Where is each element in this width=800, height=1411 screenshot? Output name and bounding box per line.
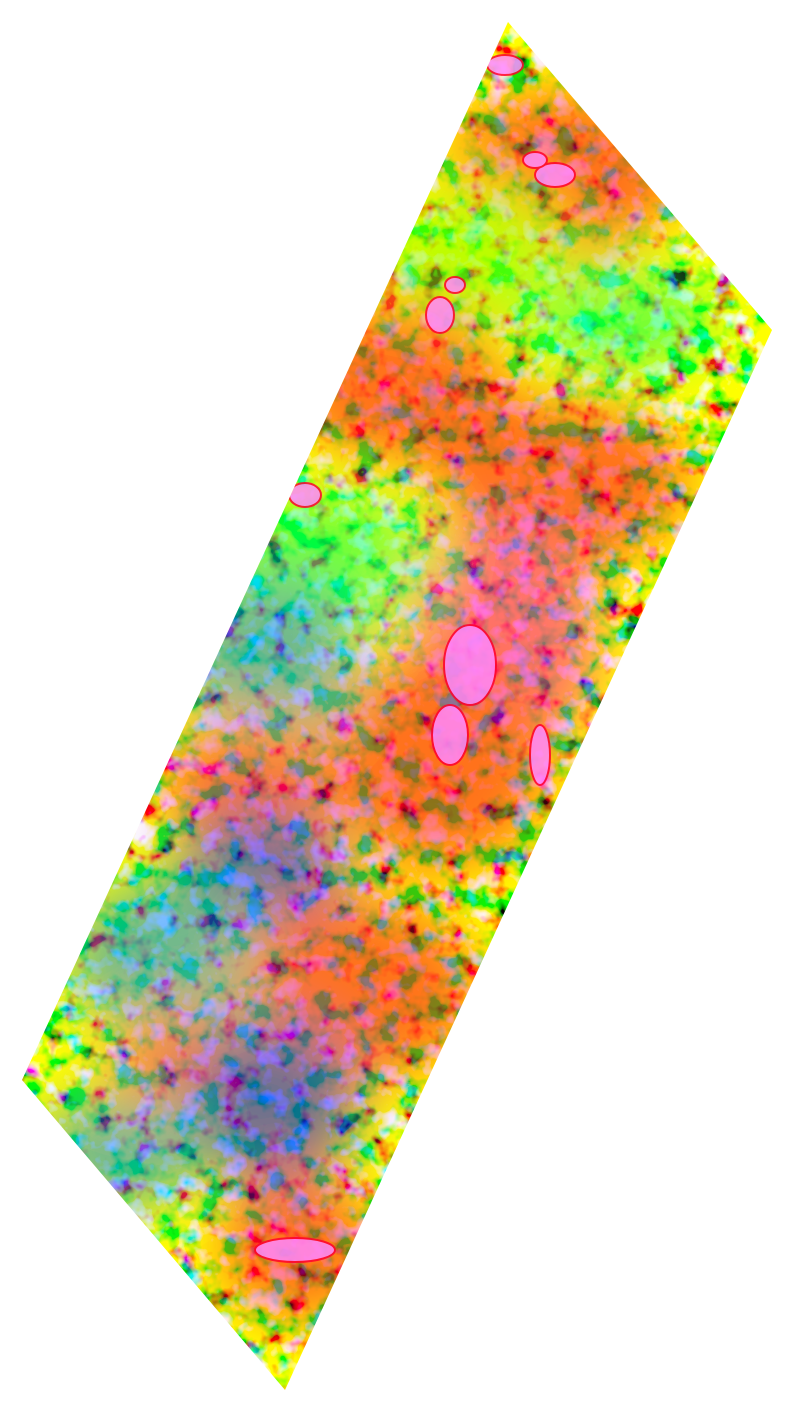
- high-anomalies: [254, 54, 576, 1263]
- high-anomaly-blob: [288, 482, 322, 508]
- high-anomaly-blob: [522, 151, 548, 169]
- high-anomaly-blob: [425, 296, 455, 334]
- region-tint: [530, 260, 710, 380]
- region-tint: [180, 1010, 360, 1190]
- high-anomaly-blob: [529, 724, 551, 786]
- region-tint: [70, 880, 250, 1040]
- high-anomaly-blob: [534, 162, 576, 188]
- high-anomaly-blob: [486, 54, 524, 76]
- region-tint: [40, 1090, 200, 1210]
- high-anomaly-blob: [254, 1237, 336, 1263]
- high-anomaly-blob: [431, 704, 469, 766]
- high-anomaly-blob: [444, 276, 466, 294]
- high-anomaly-blob: [443, 624, 497, 706]
